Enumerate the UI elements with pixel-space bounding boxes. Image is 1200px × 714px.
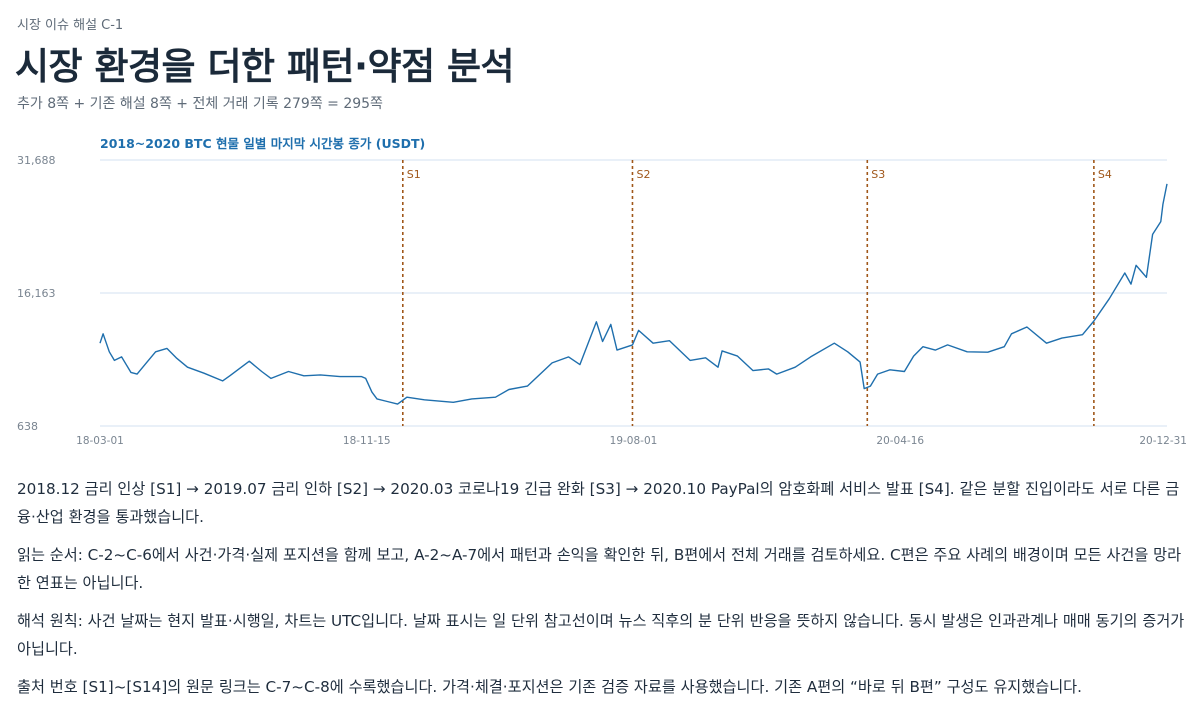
x-tick-label: 20-04-16 <box>876 435 924 447</box>
x-tick-label: 18-11-15 <box>343 435 391 447</box>
paragraph-reading-order: 읽는 순서: C-2~C-6에서 사건·가격·실제 포지션을 함께 보고, A-… <box>17 546 1182 592</box>
paragraph-event-timeline: 2018.12 금리 인상 [S1] → 2019.07 금리 인하 [S2] … <box>17 480 1180 526</box>
y-tick-label: 16,163 <box>17 287 56 300</box>
x-tick-label: 18-03-01 <box>76 435 124 447</box>
y-tick-label: 638 <box>17 420 38 433</box>
section-kicker: 시장 이슈 해설 C-1 <box>17 18 124 33</box>
event-label: S4 <box>1098 168 1112 181</box>
event-label: S2 <box>636 168 650 181</box>
price-chart: 2018~2020 BTC 현물 일별 마지막 시간봉 종가 (USDT) S1… <box>17 136 1187 447</box>
price-series-line <box>99 183 1168 405</box>
chart-title: 2018~2020 BTC 현물 일별 마지막 시간봉 종가 (USDT) <box>100 136 425 151</box>
x-tick-label: 20-12-31 <box>1139 435 1187 447</box>
paragraph-interpretation: 해석 원칙: 사건 날짜는 현지 발표·시행일, 차트는 UTC입니다. 날짜 … <box>17 612 1185 658</box>
y-tick-label: 31,688 <box>17 154 56 167</box>
paragraph-sources: 출처 번호 [S1]~[S14]의 원문 링크는 C-7~C-8에 수록했습니다… <box>17 678 1082 696</box>
x-tick-label: 19-08-01 <box>610 435 658 447</box>
event-label: S3 <box>871 168 885 181</box>
page-title: 시장 환경을 더한 패턴·약점 분석 <box>15 45 515 88</box>
page-subtitle: 추가 8쪽 + 기존 해설 8쪽 + 전체 거래 기록 279쪽 = 295쪽 <box>17 96 383 112</box>
event-label: S1 <box>407 168 421 181</box>
